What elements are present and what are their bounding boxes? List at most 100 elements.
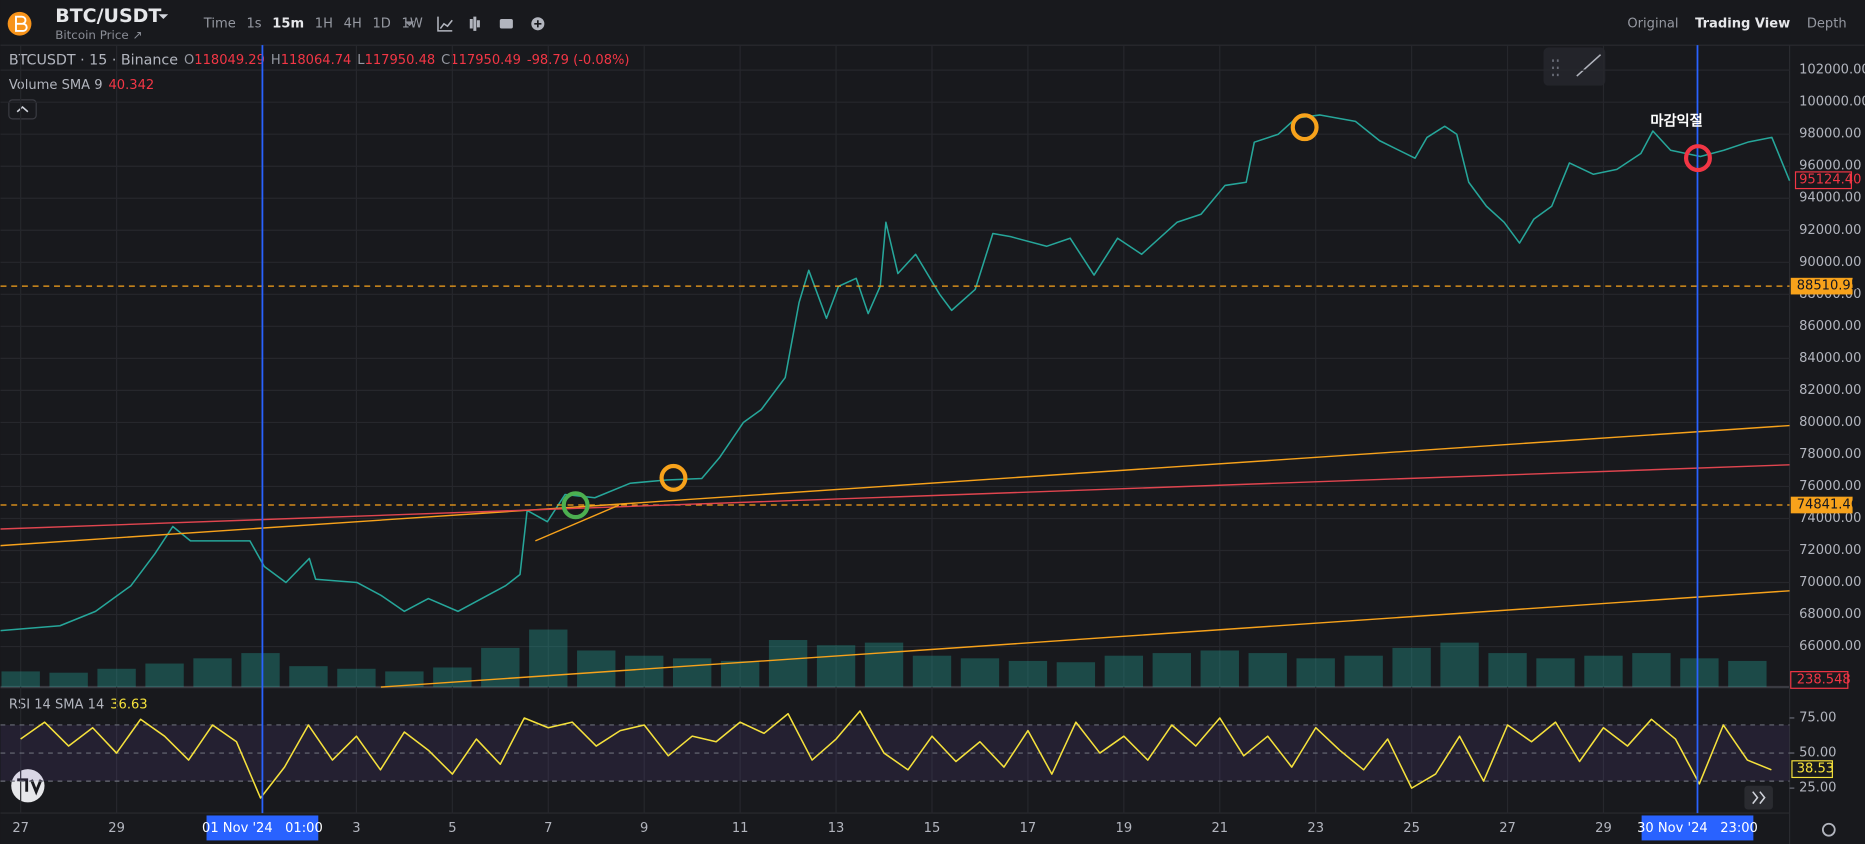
price-label: 88510.95 [1797, 279, 1859, 294]
volume-bar [1344, 655, 1383, 688]
trendline [535, 504, 620, 542]
indicators-icon[interactable] [469, 16, 480, 31]
y-tick-label: 96000.00 [1799, 159, 1861, 174]
interval-option[interactable]: 4H [344, 16, 362, 31]
volume-bar [864, 642, 904, 688]
interval-option[interactable]: 15m [272, 16, 304, 31]
ohlc-label: L [357, 53, 365, 68]
drag-handle[interactable] [1552, 59, 1559, 77]
signal-marker [659, 463, 688, 492]
y-tick-label: 84000.00 [1799, 351, 1861, 366]
bitcoin-logo-glyph [15, 15, 28, 32]
signal-marker [1290, 113, 1319, 142]
trendline [380, 590, 1790, 688]
marker-label: 마감익절 [1650, 111, 1702, 129]
interval-option[interactable]: 1W [402, 16, 423, 31]
interval-dropdown[interactable] [404, 21, 415, 27]
y-tick-label: 74000.00 [1799, 511, 1861, 526]
y-tick-label: 98000.00 [1799, 127, 1861, 142]
rsi-line [20, 710, 1772, 799]
trendline-tool[interactable] [1576, 54, 1602, 77]
scroll-chevrons [1752, 791, 1766, 805]
x-tick-label: 5 [448, 821, 456, 836]
snapshot-icon[interactable] [499, 19, 513, 29]
collapse-button[interactable] [8, 99, 37, 120]
interval-option[interactable]: 1H [315, 16, 333, 31]
volume-bar [768, 640, 808, 688]
volume-bar [1584, 655, 1623, 688]
x-tick-label: 27 [12, 821, 29, 836]
view-option[interactable]: Original [1627, 16, 1678, 31]
volume-bar [816, 645, 856, 688]
ohlc-value: 117950.49 [450, 53, 521, 68]
time-label-box [206, 815, 319, 841]
chart-layer: Time 1s 15m 1H 4H 1D 1W Depth Trading View Origin… [0, 16, 1865, 841]
time-label: 01 Nov '24 01:00 [202, 821, 323, 836]
view-option[interactable]: Trading View [1695, 16, 1790, 31]
drawing-toolbar[interactable] [1543, 47, 1606, 86]
volume-bar [1680, 658, 1719, 688]
settings-icon[interactable] [1821, 822, 1836, 837]
volume-bar [1, 671, 40, 688]
symbol-dropdown[interactable] [158, 14, 169, 20]
volume-bar [1248, 653, 1287, 688]
x-tick-label: 11 [732, 821, 749, 836]
chart-type-icon[interactable] [437, 16, 453, 32]
price-label-box [1790, 496, 1853, 514]
rsi-legend-label: RSI 14 SMA 14 [9, 697, 104, 712]
time-label: 30 Nov '24 23:00 [1637, 821, 1758, 836]
x-tick-label: 3 [352, 821, 360, 836]
y-tick-label: 80000.00 [1799, 415, 1861, 430]
last-rsi-box [1791, 760, 1833, 779]
volume-bar [241, 653, 280, 688]
x-tick-label: 23 [1307, 821, 1324, 836]
time-label-box [1641, 815, 1754, 841]
y-tick-label: 100000.00 [1799, 95, 1865, 110]
last-volume-label: 238.548 [1797, 672, 1851, 687]
trendline [0, 424, 1790, 547]
x-tick-label: 13 [828, 821, 845, 836]
scroll-button[interactable] [1744, 785, 1773, 810]
y-tick-label: 78000.00 [1799, 447, 1861, 462]
volume-bar [1200, 650, 1239, 688]
y-tick-label: 76000.00 [1799, 479, 1861, 494]
symbol-subtitle[interactable]: Bitcoin Price ↗ [55, 28, 142, 42]
volume-bar [481, 647, 520, 688]
volume-bar [960, 658, 1000, 688]
ohlc-value: 118049.29 [194, 53, 265, 68]
volume-bar [1728, 660, 1767, 688]
last-rsi-label: 38.53 [1797, 762, 1834, 777]
interval-option[interactable]: 1s [246, 16, 261, 31]
view-option[interactable]: Depth [1807, 16, 1847, 31]
trendline [0, 464, 1790, 530]
last-price-box [1794, 171, 1852, 190]
volume-bar [672, 658, 712, 688]
volume-bar [289, 666, 328, 688]
interval-option[interactable]: Time [203, 16, 236, 31]
y-tick-label: 72000.00 [1799, 543, 1861, 558]
volume-bar [193, 658, 232, 688]
volume-bar [577, 650, 616, 688]
x-tick-label: 19 [1116, 821, 1133, 836]
symbol-title[interactable]: BTC/USDT [55, 5, 161, 27]
volume-legend-value: 40.342 [109, 78, 155, 93]
ohlc-label: O [184, 53, 194, 68]
rsi-tick-label: 25.00 [1799, 781, 1836, 796]
x-tick-label: 21 [1211, 821, 1228, 836]
price-label: 74841.46 [1797, 498, 1859, 513]
y-tick-label: 94000.00 [1799, 191, 1861, 206]
volume-legend-label: Volume SMA 9 [9, 78, 103, 93]
volume-bar [1152, 653, 1191, 688]
interval-option[interactable]: 1D [372, 16, 390, 31]
volume-bar [145, 663, 184, 688]
y-tick-label: 92000.00 [1799, 223, 1861, 238]
x-tick-label: 25 [1403, 821, 1420, 836]
ohlc-label: H [271, 53, 281, 68]
price-label-box [1790, 277, 1853, 295]
volume-bar [625, 655, 664, 688]
collapse-chevron [16, 105, 29, 113]
volume-bar [385, 671, 424, 688]
x-tick-label: 17 [1020, 821, 1037, 836]
price-change: -98.79 (-0.08%) [527, 53, 630, 68]
